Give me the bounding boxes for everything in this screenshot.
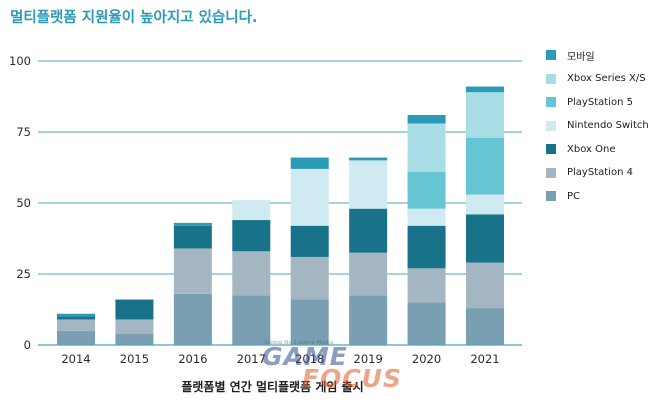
y-tick-label: 75 [16, 125, 31, 139]
legend-label: Xbox Series X/S [567, 73, 646, 84]
x-tick-label: 2015 [120, 352, 149, 366]
x-tick-label: 2021 [470, 352, 499, 366]
bar-segment [466, 92, 504, 138]
x-tick-label: 2017 [237, 352, 266, 366]
legend-swatch [546, 167, 556, 178]
bar-segment [115, 299, 154, 320]
bar-segment [466, 214, 504, 263]
bar-segment [407, 123, 446, 172]
y-tick-label: 100 [9, 54, 31, 68]
watermark-logo: Global No.1 Game Media GAME FOCUS [262, 340, 412, 392]
watermark-tagline: Global No.1 Game Media [265, 340, 334, 346]
x-tick-label: 2016 [178, 352, 207, 366]
bar-segment [349, 208, 388, 253]
x-tick-label: 2018 [295, 352, 324, 366]
bar-segment [232, 220, 271, 252]
bar-segment [466, 86, 504, 93]
legend-label: PC [567, 190, 581, 202]
legend-label: Xbox One [567, 143, 616, 155]
bar-segment [290, 256, 329, 300]
bar-segment [349, 157, 388, 161]
x-tick-label: 2014 [61, 352, 90, 366]
legend-item: Xbox One [546, 142, 615, 156]
legend-item: PlayStation 5 [546, 95, 633, 109]
legend-label: 모바일 [567, 51, 595, 63]
bar-segment [290, 168, 329, 226]
bar-segment [57, 313, 95, 317]
legend-item: 모바일 [546, 48, 595, 63]
legend-label: PlayStation 4 [567, 167, 633, 178]
bar-segment [466, 308, 504, 345]
bar-segment [57, 330, 95, 345]
bar-segment [232, 295, 271, 345]
legend-swatch [546, 120, 556, 131]
bar-segment [466, 262, 504, 309]
legend-label: Nintendo Switch [567, 120, 649, 131]
bar-segment [349, 160, 388, 209]
bar-segment [173, 248, 212, 294]
bar-segment [173, 222, 212, 226]
watermark-game: GAME [262, 342, 348, 371]
bar-segment [407, 225, 446, 269]
legend-swatch [546, 50, 556, 60]
legend-swatch [546, 144, 556, 154]
bar-segment [290, 157, 329, 169]
bar-segment [173, 293, 212, 345]
bar-segment [407, 114, 446, 124]
bar-segment [349, 295, 388, 345]
bar-segment [232, 200, 271, 221]
bar-segment [407, 268, 446, 303]
bar-segment [290, 299, 329, 345]
chart-title: 멀티플랫폼 지원율이 높아지고 있습니다. [10, 10, 258, 26]
y-tick-label: 50 [16, 196, 31, 210]
bar-segment [407, 208, 446, 226]
legend-item: PC [546, 189, 580, 203]
x-tick-label: 2020 [412, 352, 441, 366]
legend-swatch [546, 97, 556, 107]
bar-segment [115, 333, 154, 345]
bar-segment [466, 194, 504, 215]
bar-segment [57, 316, 95, 320]
y-tick-label: 25 [16, 267, 31, 281]
bar-segment [407, 302, 446, 345]
watermark-brand: GAME FOCUS [262, 342, 401, 391]
bar-segment [349, 252, 388, 296]
x-tick-label: 2019 [354, 352, 383, 366]
bar-segment [57, 319, 95, 331]
y-tick-label: 0 [24, 338, 31, 352]
bar-segment [466, 137, 504, 195]
bar-segment [232, 251, 271, 296]
x-axis-label: 플랫폼별 연간 멀티플랫폼 게임 출시 [181, 380, 364, 394]
legend-label: PlayStation 5 [567, 96, 633, 108]
legend-swatch [546, 191, 556, 201]
bar-segment [173, 225, 212, 249]
bar-segment [115, 319, 154, 334]
legend-swatch [546, 73, 556, 84]
legend-item: PlayStation 4 [546, 166, 633, 180]
legend-item: Nintendo Switch [546, 119, 649, 133]
watermark-focus: FOCUS [302, 364, 402, 393]
bar-segment [290, 225, 329, 257]
legend-item: Xbox Series X/S [546, 72, 646, 86]
bar-segment [407, 171, 446, 209]
